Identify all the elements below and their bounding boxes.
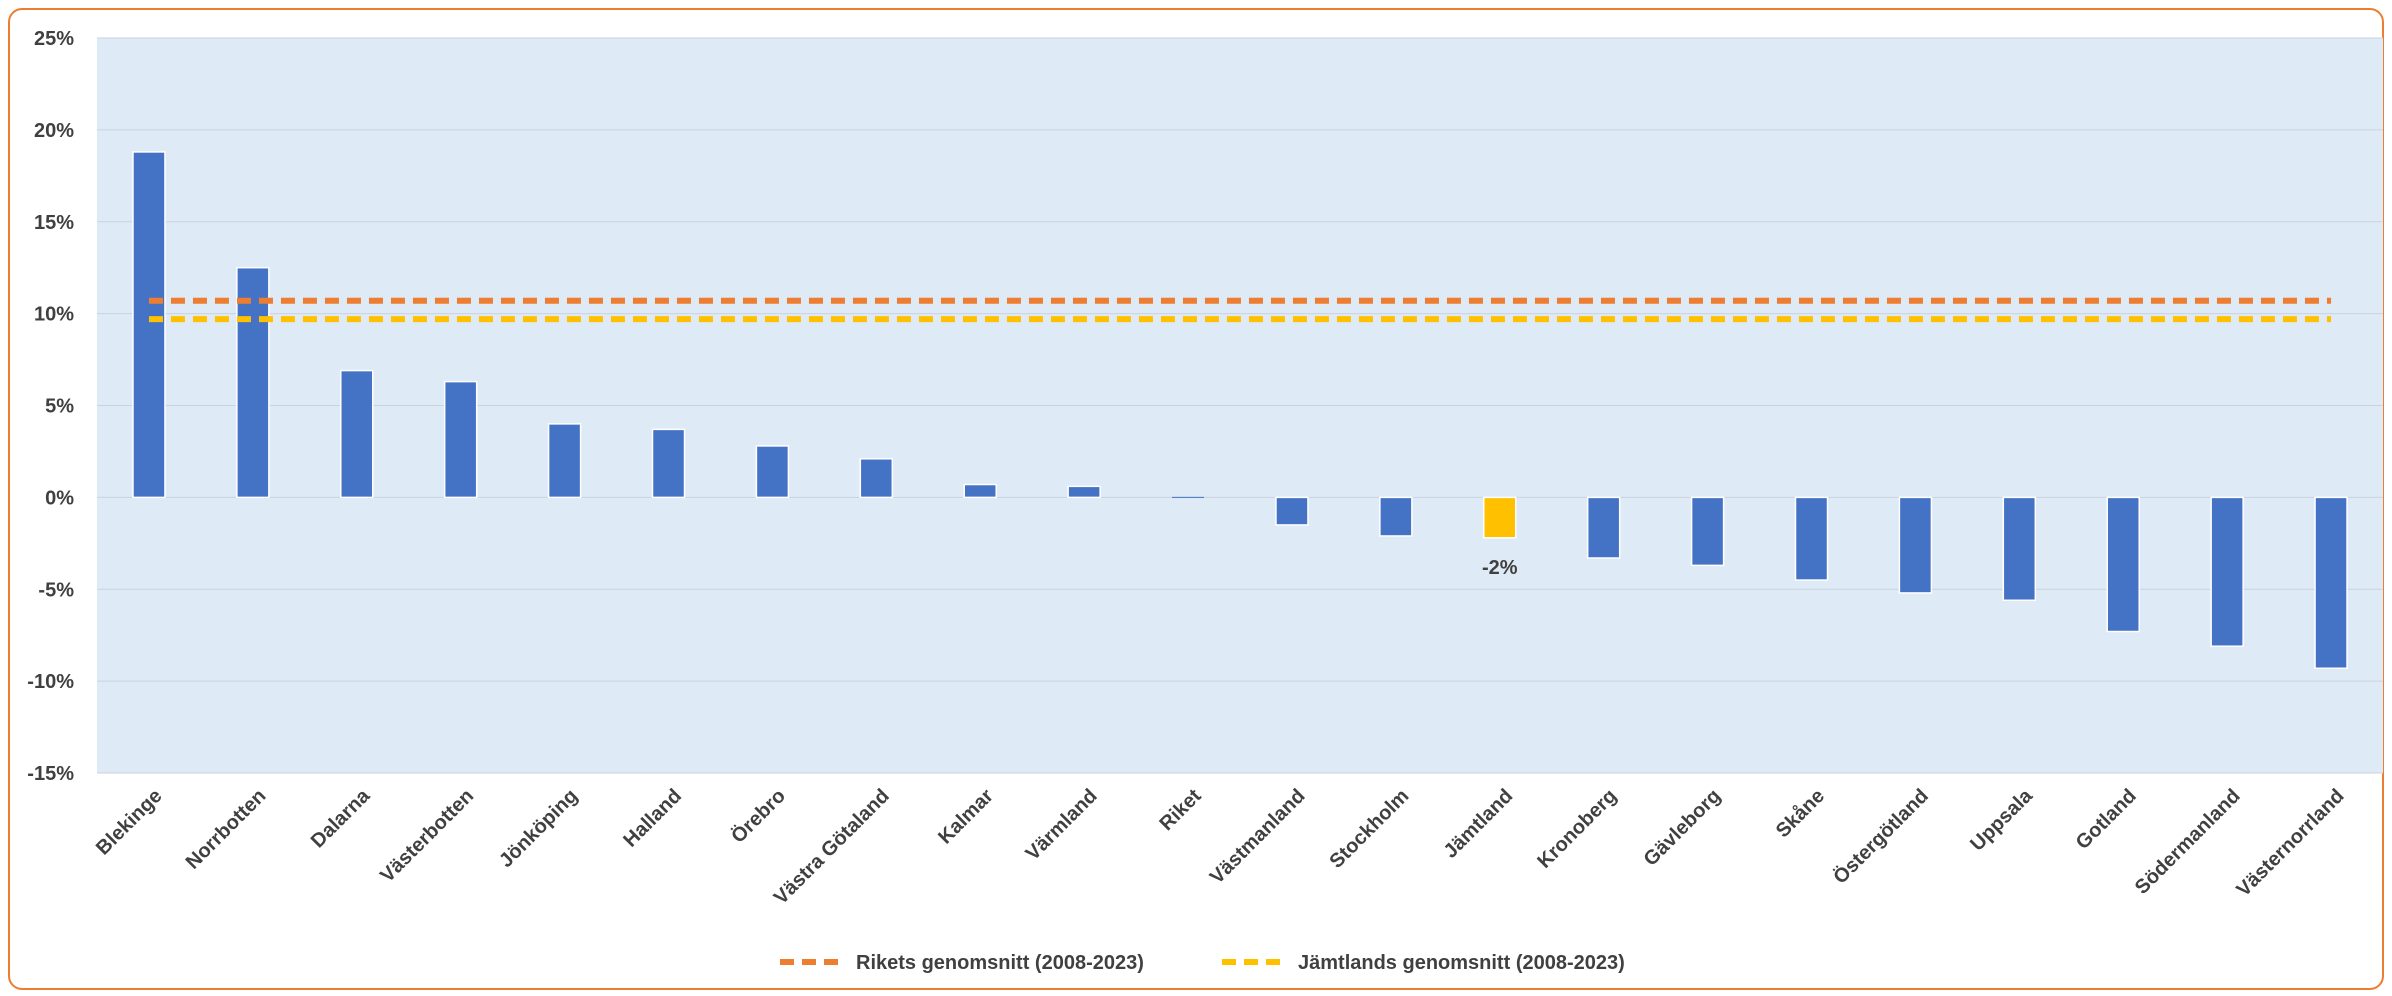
x-tick-label: Gotland <box>2072 785 2141 854</box>
bar <box>859 458 894 499</box>
y-tick-label: -5% <box>38 579 74 601</box>
x-tick-label: Södermanland <box>2131 785 2245 899</box>
x-tick-label: Västra Götaland <box>770 785 894 909</box>
x-tick-label: Kalmar <box>934 785 998 849</box>
x-tick-label: Kronoberg <box>1533 785 1621 873</box>
bar <box>340 369 374 499</box>
bar <box>2210 496 2244 647</box>
bar <box>1898 496 1933 594</box>
data-labels: -2% <box>1482 557 1518 579</box>
x-tick-label: Jönköping <box>495 785 582 872</box>
y-tick-label: -15% <box>27 763 74 785</box>
y-tick-label: 25% <box>34 28 74 50</box>
bar <box>651 428 686 499</box>
bar <box>2002 496 2037 602</box>
bar <box>1586 496 1621 559</box>
bar <box>2314 496 2348 670</box>
bar <box>1794 496 1829 581</box>
gridlines <box>97 37 2383 774</box>
legend: Rikets genomsnitt (2008-2023) Jämtlands g… <box>780 952 1625 974</box>
y-tick-label: 5% <box>45 396 74 418</box>
data-label: -2% <box>1482 557 1518 579</box>
bar <box>1690 496 1725 567</box>
bar <box>1275 496 1309 526</box>
x-tick-label: Riket <box>1155 785 1205 835</box>
bar <box>547 423 582 499</box>
y-tick-label: -10% <box>27 671 74 693</box>
x-tick-label: Dalarna <box>307 784 375 852</box>
bars <box>132 151 2348 670</box>
bar <box>1379 496 1413 537</box>
bar <box>755 445 790 499</box>
x-tick-label: Halland <box>619 785 686 852</box>
x-tick-label: Västerbotten <box>376 785 478 887</box>
reference-lines <box>148 297 2332 323</box>
x-tick-label: Västernorrland <box>2232 785 2348 901</box>
bar <box>443 380 478 499</box>
x-tick-label: Örebro <box>727 784 790 847</box>
y-tick-label: 0% <box>45 487 74 509</box>
bar <box>1483 496 1517 539</box>
bar <box>963 483 997 499</box>
x-tick-label: Blekinge <box>92 785 167 860</box>
y-axis-ticks: -15% -10% -5% 0% 5% 10% 15% 20% 25% <box>27 28 74 785</box>
x-tick-label: Östergötland <box>1829 784 1933 888</box>
y-tick-label: 15% <box>34 212 74 234</box>
x-tick-label: Västmanland <box>1206 785 1310 889</box>
x-tick-label: Stockholm <box>1326 785 1414 873</box>
bar <box>236 266 270 499</box>
x-tick-label: Jämtland <box>1440 785 1518 863</box>
legend-label: Rikets genomsnitt (2008-2023) <box>856 952 1144 974</box>
bar <box>132 151 166 499</box>
x-axis-labels: Blekinge Norrbotten Dalarna Västerbotten Jön… <box>92 784 2349 909</box>
legend-label: Jämtlands genomsnitt (2008-2023) <box>1298 952 1625 974</box>
x-tick-label: Norrbotten <box>182 785 271 874</box>
x-tick-label: Värmland <box>1022 785 1102 865</box>
bar <box>1067 485 1101 499</box>
x-tick-label: Skåne <box>1771 784 1829 842</box>
x-tick-label: Gävleborg <box>1640 785 1726 871</box>
x-tick-label: Uppsala <box>1966 784 2037 855</box>
y-tick-label: 10% <box>34 304 74 326</box>
y-tick-label: 20% <box>34 120 74 142</box>
bar <box>2106 496 2140 633</box>
